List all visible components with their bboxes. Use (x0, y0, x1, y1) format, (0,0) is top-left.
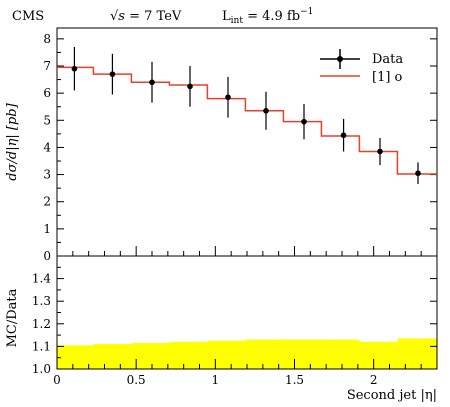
ratio-band-bin (397, 338, 437, 369)
data-point (71, 65, 78, 72)
energy-label: √s = 7 TeV (110, 9, 182, 24)
main-panel: 0 1 2 3 4 5 6 7 8 dσ/d|η| [pb] Data [1] o (5, 27, 438, 263)
main-x-axis (56, 246, 438, 256)
ratio-y-axis: 1.0 1.1 1.2 1.3 1.4 (32, 266, 437, 376)
ratio-y-axis-label: MC/Data (5, 288, 20, 347)
experiment-label: CMS (12, 9, 44, 24)
ratio-panel: 1.0 1.1 1.2 1.3 1.4 0 0.5 1 1.5 2 MC/Data Second… (5, 255, 438, 403)
legend-data-label: Data (372, 52, 403, 67)
main-y-tick-label: 6 (43, 86, 51, 100)
ratio-band-bin (359, 341, 398, 369)
ratio-x-tick-label: 0.5 (127, 373, 146, 387)
ratio-band-bin (283, 339, 322, 369)
data-points (71, 47, 421, 185)
ratio-x-tick-label: 1 (212, 373, 220, 387)
ratio-band (57, 338, 437, 369)
luminosity-label: Lint = 4.9 fb−1 (222, 7, 313, 26)
data-point (187, 83, 193, 90)
ratio-x-axis: 0 0.5 1 1.5 2 (53, 359, 438, 387)
ratio-band-bin (245, 339, 284, 369)
ratio-x-tick-label: 0 (53, 373, 61, 387)
data-point (263, 107, 269, 114)
main-y-tick-label: 3 (43, 168, 51, 182)
ratio-y-tick-label: 1.4 (32, 272, 51, 286)
ratio-band-bin (169, 341, 208, 369)
ratio-y-tick-label: 1.0 (32, 362, 51, 376)
main-y-tick-label: 7 (43, 59, 51, 73)
ratio-y-tick-label: 1.2 (32, 317, 51, 331)
ratio-band-bin (207, 340, 246, 369)
mc-step-line (57, 66, 437, 175)
ratio-band-bin (321, 339, 360, 369)
main-y-tick-label: 5 (43, 113, 51, 127)
data-point (109, 71, 116, 77)
mc-step-histogram (57, 66, 437, 175)
data-point (377, 148, 383, 155)
ratio-band-bin (93, 344, 132, 369)
main-y-tick-label: 8 (43, 32, 51, 46)
main-y-tick-label: 1 (43, 222, 51, 236)
data-point (301, 118, 307, 125)
ratio-y-tick-label: 1.3 (32, 294, 51, 308)
data-point (415, 170, 421, 177)
legend: Data [1] o (320, 49, 403, 85)
main-y-tick-label: 2 (43, 195, 51, 209)
legend-data-marker (337, 56, 343, 62)
data-point (340, 132, 347, 139)
ratio-band-bin (131, 343, 170, 369)
main-y-tick-label: 4 (43, 140, 51, 154)
data-point (225, 94, 231, 101)
ratio-x-tick-label: 2 (370, 373, 378, 387)
main-y-axis-label: dσ/d|η| [pb] (5, 102, 20, 180)
ratio-y-tick-label: 1.1 (32, 339, 51, 353)
data-point (149, 79, 155, 86)
x-axis-label: Second jet |η| (347, 388, 437, 403)
chart-header: CMS √s = 7 TeV Lint = 4.9 fb−1 (12, 7, 313, 26)
legend-mc-label: [1] o (372, 70, 403, 85)
ratio-band-bin (57, 345, 94, 369)
main-y-tick-label: 0 (43, 249, 51, 263)
ratio-x-tick-label: 1.5 (285, 373, 304, 387)
